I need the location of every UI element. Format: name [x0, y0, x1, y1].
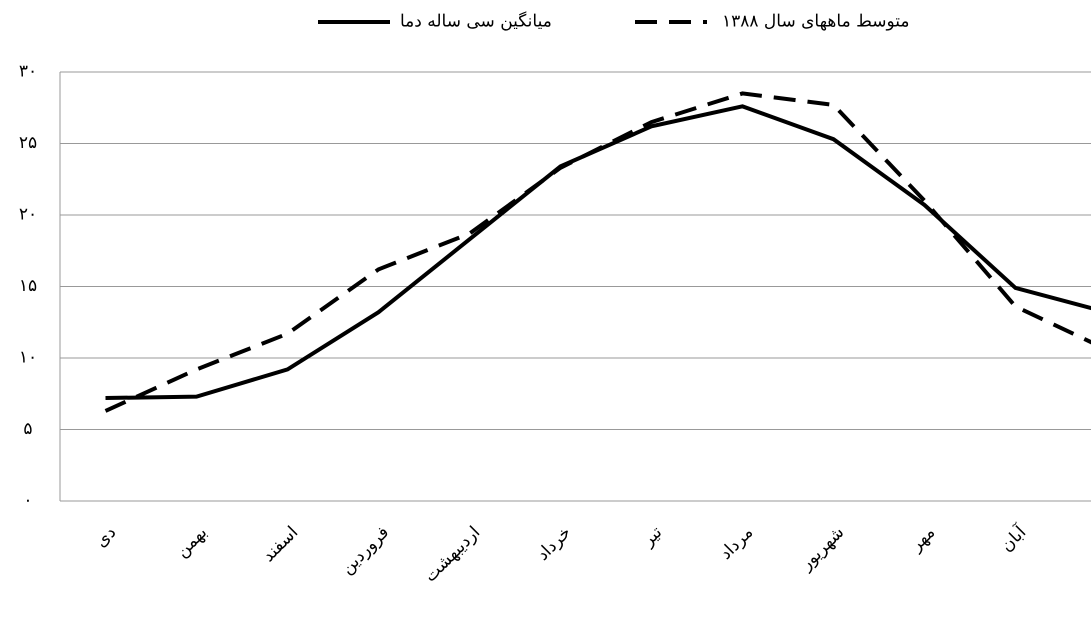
x-tick-label: مهر [906, 523, 939, 556]
y-tick-label: ۲۵ [19, 133, 37, 153]
x-tick-label: تیر [638, 522, 667, 551]
x-tick-label: خرداد [533, 523, 575, 565]
x-tick-label: مرداد [716, 523, 757, 564]
x-tick-label: فروردین [337, 523, 393, 579]
legend-label: میانگین سی ساله دما [400, 11, 552, 32]
x-tick-label: شهریور [796, 523, 848, 575]
x-tick-label: بهمن [172, 523, 211, 562]
x-tick-label: دی [91, 523, 120, 552]
line-series [104, 91, 1091, 413]
y-tick-label: ۱۰ [19, 348, 37, 368]
x-tick-label: اسفند [259, 523, 303, 567]
y-tick-label: ۵ [23, 419, 32, 439]
y-tick-label: ۱۵ [19, 276, 37, 296]
y-tick-label: ۳۰ [19, 62, 37, 82]
x-tick-label: آبان [995, 520, 1031, 556]
y-tick-label: ۲۰ [19, 205, 37, 225]
legend-label: متوسط ماههای سال ۱۳۸۸ [722, 12, 910, 32]
x-tick-label: اردیبهشت [421, 523, 485, 587]
y-tick-label: ۰ [23, 491, 32, 511]
